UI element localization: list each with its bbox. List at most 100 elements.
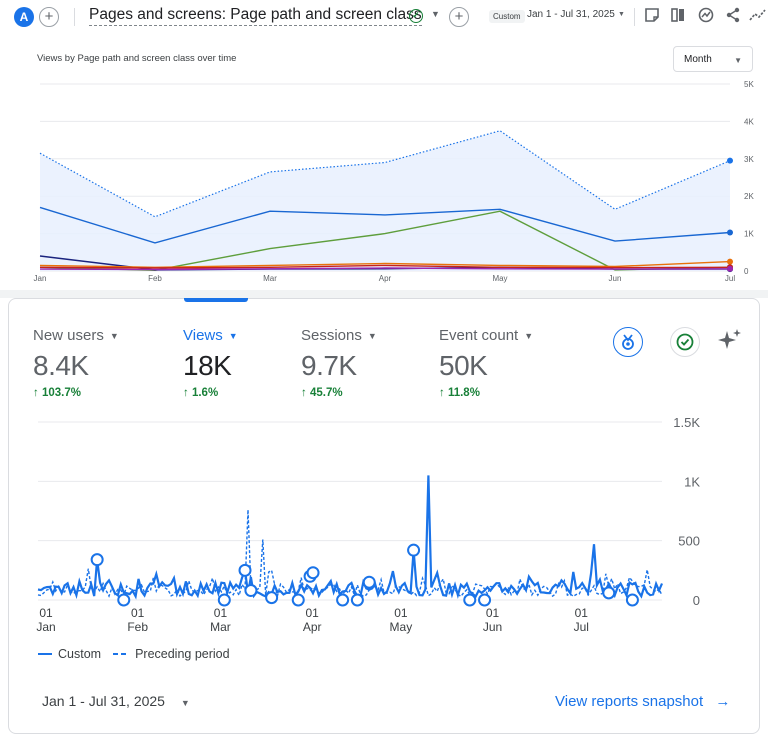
y-tick-label: 500 bbox=[678, 534, 700, 549]
annotation-marker[interactable] bbox=[362, 575, 376, 589]
metric-event-count[interactable]: Event count ▼ 50K ↑ 11.8% bbox=[439, 327, 533, 399]
add-comparison-icon[interactable]: + bbox=[449, 7, 469, 27]
series-end-point bbox=[727, 258, 733, 265]
series-end-point bbox=[727, 157, 733, 164]
chevron-down-icon: ▼ bbox=[524, 330, 534, 341]
series-line bbox=[39, 206, 731, 244]
metric-new-users[interactable]: New users ▼ 8.4K ↑ 103.7% bbox=[33, 327, 119, 399]
check-circle-icon[interactable]: ✓ bbox=[409, 9, 423, 23]
annotation-marker[interactable] bbox=[625, 593, 639, 607]
compare-icon[interactable] bbox=[669, 6, 687, 24]
series-end-point bbox=[727, 229, 733, 236]
series-area bbox=[40, 130, 730, 271]
metric-value: 18K bbox=[183, 350, 232, 381]
date-range-picker[interactable]: Jan 1 - Jul 31, 2025 bbox=[527, 9, 615, 20]
chevron-down-icon[interactable]: ▼ bbox=[431, 9, 440, 19]
annotation-marker[interactable] bbox=[265, 591, 279, 605]
annotation-marker[interactable] bbox=[244, 584, 258, 598]
series-line bbox=[39, 260, 731, 269]
share-icon[interactable] bbox=[724, 6, 742, 24]
annotation-marker[interactable] bbox=[407, 543, 421, 557]
chevron-down-icon: ▼ bbox=[228, 330, 238, 341]
y-tick-label: 2K bbox=[744, 192, 754, 201]
avatar[interactable]: A bbox=[14, 7, 34, 27]
x-tick-day: 01 bbox=[305, 606, 319, 620]
annotation-marker[interactable] bbox=[602, 586, 616, 600]
divider bbox=[634, 8, 635, 26]
metric-delta: ↑ 11.8% bbox=[439, 387, 480, 399]
granularity-label: Month bbox=[684, 54, 712, 65]
x-tick-day: 01 bbox=[131, 606, 145, 620]
series-line bbox=[39, 267, 731, 271]
custom-chip: Custom bbox=[489, 10, 525, 23]
chevron-down-icon: ▼ bbox=[109, 330, 119, 341]
x-tick-label: Feb bbox=[148, 274, 162, 283]
x-tick-month: Apr bbox=[303, 620, 322, 634]
granularity-select[interactable]: Month ▼ bbox=[673, 46, 753, 72]
metric-sessions[interactable]: Sessions ▼ 9.7K ↑ 45.7% bbox=[301, 327, 377, 399]
legend-dashed-swatch bbox=[113, 652, 130, 656]
annotation-marker[interactable] bbox=[336, 593, 350, 607]
y-tick-label: 0 bbox=[693, 593, 700, 608]
x-tick-month: Jun bbox=[483, 620, 502, 634]
annotation-marker[interactable] bbox=[238, 563, 252, 577]
arrow-up-icon: ↑ bbox=[33, 387, 42, 399]
metric-label: Event count ▼ bbox=[439, 327, 534, 344]
annotation-marker[interactable] bbox=[291, 593, 305, 607]
views-line-chart[interactable]: 0 1K 2K 3K 4K 5K Jan Feb Mar Apr May Jun Jul bbox=[0, 0, 768, 290]
annotation-marker[interactable] bbox=[463, 593, 477, 607]
x-tick-label: Apr bbox=[379, 274, 392, 283]
legend-preceding: Preceding period bbox=[135, 647, 230, 661]
annotation-marker[interactable] bbox=[117, 593, 131, 607]
annotation-icon[interactable] bbox=[643, 6, 661, 24]
view-reports-snapshot-link[interactable]: View reports snapshot → bbox=[555, 693, 731, 710]
top-bar: A + Pages and screens: Page path and scr… bbox=[0, 0, 768, 34]
annotation-marker[interactable] bbox=[350, 593, 364, 607]
x-tick-day: 01 bbox=[575, 606, 589, 620]
x-tick-month: May bbox=[390, 620, 413, 634]
summary-card bbox=[8, 298, 760, 734]
metric-value: 50K bbox=[439, 350, 488, 381]
footer-date-range[interactable]: Jan 1 - Jul 31, 2025 ▼ bbox=[42, 693, 190, 709]
y-tick-label: 1.5K bbox=[673, 415, 700, 430]
check-circle-icon[interactable] bbox=[670, 327, 700, 357]
y-tick-label: 0 bbox=[744, 267, 749, 276]
y-tick-label: 1K bbox=[744, 230, 754, 239]
benchmark-icon[interactable] bbox=[613, 327, 643, 357]
x-tick-label: Jun bbox=[609, 274, 622, 283]
y-tick-label: 5K bbox=[744, 80, 754, 89]
x-tick-month: Mar bbox=[210, 620, 231, 634]
annotation-marker[interactable] bbox=[90, 553, 104, 567]
page-title[interactable]: Pages and screens: Page path and screen … bbox=[89, 6, 422, 26]
divider bbox=[74, 8, 75, 26]
x-tick-month: Feb bbox=[127, 620, 148, 634]
metric-value: 8.4K bbox=[33, 350, 89, 381]
x-tick-label: May bbox=[492, 274, 507, 283]
metric-label: New users ▼ bbox=[33, 327, 119, 344]
x-tick-day: 01 bbox=[39, 606, 53, 620]
insights-icon[interactable] bbox=[697, 6, 715, 24]
annotation-marker[interactable] bbox=[478, 593, 492, 607]
metric-delta: ↑ 103.7% bbox=[33, 387, 81, 399]
chevron-down-icon[interactable]: ▼ bbox=[618, 11, 625, 18]
x-tick-day: 01 bbox=[214, 606, 228, 620]
metric-value: 9.7K bbox=[301, 350, 357, 381]
trend-icon[interactable] bbox=[749, 6, 767, 24]
preceding-period-line bbox=[37, 509, 663, 599]
annotation-marker[interactable] bbox=[306, 566, 320, 580]
y-tick-label: 3K bbox=[744, 155, 754, 164]
annotation-marker[interactable] bbox=[217, 593, 231, 607]
legend-custom: Custom bbox=[58, 647, 102, 661]
metric-views[interactable]: Views ▼ 18K ↑ 1.6% bbox=[183, 327, 238, 399]
arrow-up-icon: ↑ bbox=[439, 387, 448, 399]
chevron-down-icon: ▼ bbox=[180, 698, 190, 708]
series-end-point bbox=[727, 265, 733, 272]
x-tick-label: Jul bbox=[725, 274, 735, 283]
metric-delta: ↑ 45.7% bbox=[301, 387, 343, 399]
add-icon[interactable]: + bbox=[39, 7, 59, 27]
chevron-down-icon: ▼ bbox=[367, 330, 377, 341]
x-tick-label: Jan bbox=[34, 274, 47, 283]
sparkle-icon[interactable] bbox=[716, 327, 744, 355]
metric-delta: ↑ 1.6% bbox=[183, 387, 219, 399]
